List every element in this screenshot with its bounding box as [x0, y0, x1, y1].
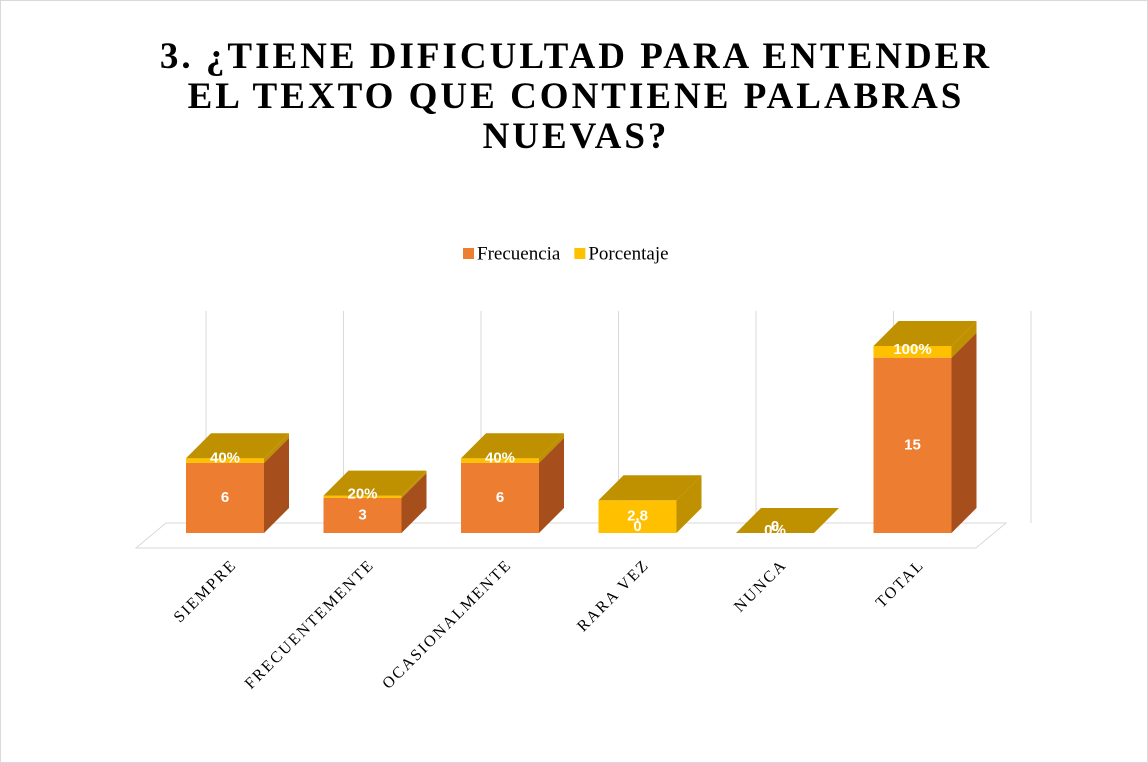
- bar-side: [539, 433, 564, 463]
- legend-swatch: [574, 248, 586, 259]
- bar-top: [873, 321, 977, 346]
- legend-swatch: [463, 248, 474, 259]
- data-label: 0: [771, 518, 779, 535]
- bar: [186, 462, 264, 533]
- legend-label: Frecuencia: [477, 243, 561, 264]
- bar-top: [186, 433, 289, 459]
- bar-side: [264, 437, 289, 533]
- bar: [186, 458, 264, 463]
- bar-side: [401, 472, 427, 533]
- bar-side: [951, 321, 977, 358]
- bar: [873, 357, 952, 533]
- bar: [461, 458, 539, 463]
- data-label: 2,8: [627, 508, 648, 525]
- x-tick-label: NUNCA: [731, 556, 790, 615]
- data-label: 3: [358, 506, 366, 523]
- data-label: 0%: [764, 522, 786, 539]
- data-label: 6: [496, 489, 504, 506]
- bar-side: [539, 437, 564, 533]
- bar-side: [264, 433, 289, 463]
- bar-top: [323, 470, 427, 496]
- bar-top: [461, 433, 564, 459]
- floor: [134, 522, 1008, 549]
- x-tick-label: SIEMPRE: [171, 556, 241, 626]
- bar: [323, 495, 402, 498]
- x-tick-label: FRECUENTEMENTE: [242, 556, 378, 692]
- data-label: 20%: [347, 486, 377, 503]
- legend-label: Porcentaje: [588, 243, 668, 264]
- x-tick-label: RARA VEZ: [574, 556, 653, 635]
- data-label: 15: [904, 436, 921, 453]
- data-label: 40%: [210, 450, 240, 467]
- data-label: 0: [633, 518, 641, 535]
- bar: [323, 497, 402, 533]
- bar-top: [598, 475, 702, 501]
- bar-side: [401, 470, 427, 498]
- bar: [598, 500, 677, 533]
- data-label: 100%: [893, 341, 931, 358]
- bar-side: [951, 332, 977, 533]
- bar-side: [676, 475, 702, 533]
- bar: [461, 462, 539, 533]
- data-label: 40%: [485, 450, 515, 467]
- x-tick-label: OCASIONALMENTE: [379, 556, 515, 692]
- bar: [873, 346, 952, 358]
- x-tick-label: TOTAL: [873, 556, 928, 611]
- chart-title: 3. ¿TIENE DIFICULTAD PARA ENTENDER EL TE…: [159, 36, 993, 157]
- data-label: 6: [221, 489, 229, 506]
- bar-top: [736, 508, 839, 533]
